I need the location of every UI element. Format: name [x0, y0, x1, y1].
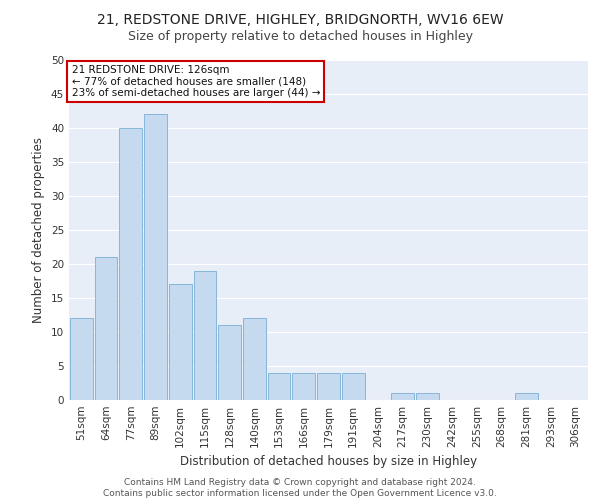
- Bar: [416, 393, 439, 400]
- Bar: [515, 393, 538, 400]
- Bar: [218, 325, 241, 400]
- Bar: [169, 284, 191, 400]
- Text: Size of property relative to detached houses in Highley: Size of property relative to detached ho…: [128, 30, 473, 43]
- Text: Contains HM Land Registry data © Crown copyright and database right 2024.
Contai: Contains HM Land Registry data © Crown c…: [103, 478, 497, 498]
- Bar: [268, 373, 290, 400]
- Bar: [243, 318, 266, 400]
- Text: 21, REDSTONE DRIVE, HIGHLEY, BRIDGNORTH, WV16 6EW: 21, REDSTONE DRIVE, HIGHLEY, BRIDGNORTH,…: [97, 12, 503, 26]
- Bar: [144, 114, 167, 400]
- Bar: [70, 318, 93, 400]
- Text: 21 REDSTONE DRIVE: 126sqm
← 77% of detached houses are smaller (148)
23% of semi: 21 REDSTONE DRIVE: 126sqm ← 77% of detac…: [71, 65, 320, 98]
- Bar: [194, 271, 216, 400]
- Bar: [292, 373, 315, 400]
- Bar: [119, 128, 142, 400]
- Bar: [342, 373, 365, 400]
- Bar: [317, 373, 340, 400]
- Y-axis label: Number of detached properties: Number of detached properties: [32, 137, 46, 323]
- Bar: [95, 257, 118, 400]
- Bar: [391, 393, 414, 400]
- X-axis label: Distribution of detached houses by size in Highley: Distribution of detached houses by size …: [180, 456, 477, 468]
